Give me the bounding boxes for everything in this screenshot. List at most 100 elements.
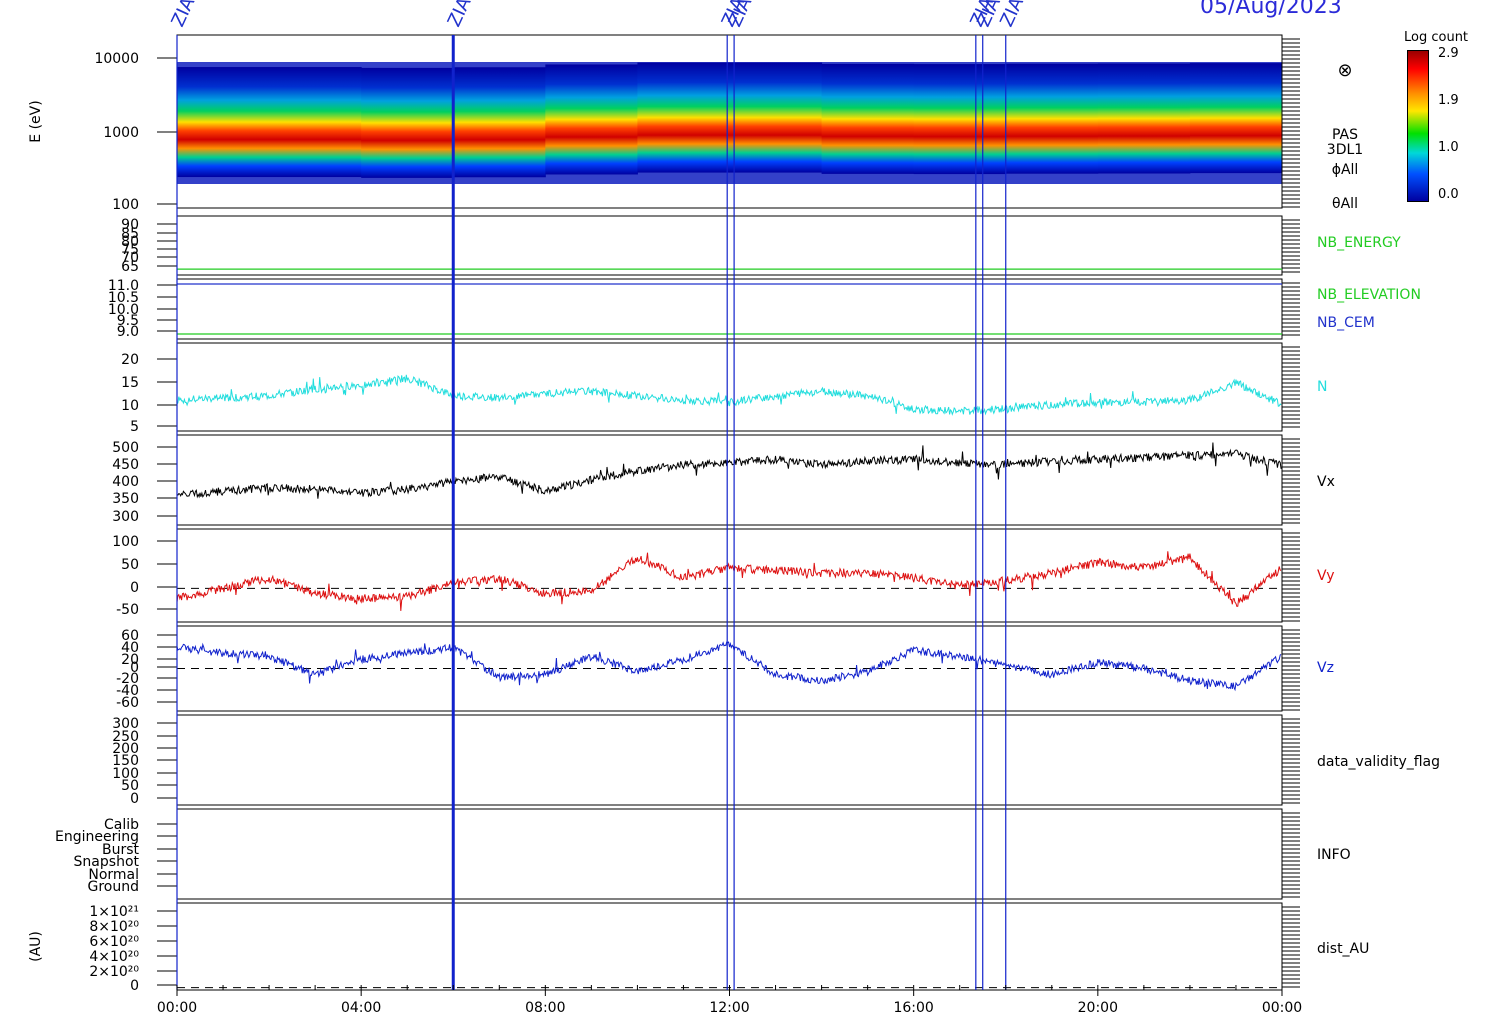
y-tick-label: 80 (121, 234, 139, 250)
series-line (176, 641, 1282, 692)
spectrogram-band (1005, 63, 1099, 174)
y-tick-label: 10.5 (108, 290, 139, 306)
panel-frame (176, 808, 1283, 900)
spectrogram-band (821, 63, 915, 174)
panel-right-label: 3DL1 (1327, 142, 1363, 158)
y-tick-label: 1000 (103, 125, 139, 141)
y-tick-label: 50 (121, 557, 139, 573)
spectrogram-band (545, 64, 638, 175)
y-tick-label: 8×10²⁰ (89, 919, 139, 935)
panel-frame (176, 215, 1283, 276)
colorbar-tick: 1.9 (1438, 93, 1459, 108)
y-tick-label: 90 (121, 217, 139, 233)
y-tick-label: 50 (121, 778, 139, 794)
y-tick-label: 500 (112, 440, 139, 456)
y-tick-label: 150 (112, 753, 139, 769)
y-tick-label: Calib (104, 817, 139, 833)
x-tick-label: 12:00 (709, 1000, 749, 1016)
y-tick-label: 15 (121, 375, 139, 391)
colorbar-title: Log count (1404, 30, 1469, 45)
y-tick-label: Ground (88, 879, 140, 895)
panel-right-label: Vy (1317, 568, 1335, 584)
y-tick-label: -40 (116, 683, 139, 699)
y-tick-label: 20 (121, 652, 139, 668)
colorbar-tick: 2.9 (1438, 46, 1459, 61)
panel-right-label: N (1317, 379, 1327, 395)
y-tick-label: 10000 (94, 51, 139, 67)
y-tick-label: 5 (130, 419, 139, 435)
y-tick-label: 0 (130, 660, 139, 676)
y-tick-label: Burst (102, 842, 140, 858)
y-tick-label: 100 (112, 534, 139, 550)
y-tick-label: 0 (130, 978, 139, 994)
y-tick-label: 85 (121, 226, 139, 242)
y-tick-label: 9.5 (117, 313, 139, 329)
x-tick-label: 20:00 (1078, 1000, 1118, 1016)
panel-right-label: θAll (1332, 196, 1358, 212)
y-tick-label: 0 (130, 580, 139, 596)
y-tick-label: Engineering (55, 829, 139, 845)
plot-date: 05/Aug/2023 (1200, 0, 1342, 19)
y-tick-label: 0 (130, 791, 139, 807)
y-tick-label: 11.0 (108, 278, 139, 294)
y-tick-label: 9.0 (117, 324, 139, 340)
x-tick-label: 00:00 (157, 1000, 197, 1016)
y-tick-label: 1×10²¹ (89, 904, 139, 920)
spectrogram-band (913, 64, 1007, 175)
x-tick-label: 08:00 (525, 1000, 565, 1016)
panel-frame (176, 714, 1283, 806)
y-tick-label: -50 (116, 602, 139, 618)
y-tick-label: 6×10²⁰ (89, 934, 139, 950)
y-tick-label: 10.0 (108, 302, 139, 318)
y-tick-label: 70 (121, 250, 139, 266)
panel-right-label: dist_AU (1317, 941, 1369, 957)
series-line (176, 374, 1282, 416)
panel-frame (176, 434, 1283, 526)
spectrogram-band (1189, 63, 1283, 174)
series-line (176, 551, 1282, 611)
y-tick-label: 2×10²⁰ (89, 964, 139, 980)
panel-frame (176, 278, 1283, 340)
y-axis-title: E (eV) (28, 100, 44, 142)
panel-frame (176, 528, 1283, 623)
spectrogram-band (453, 67, 546, 178)
y-tick-label: 20 (121, 352, 139, 368)
panel-right-label: INFO (1317, 847, 1351, 863)
spectrogram-band (1097, 63, 1191, 174)
y-tick-label: 350 (112, 491, 139, 507)
y-tick-label: 40 (121, 640, 139, 656)
colorbar (1407, 50, 1429, 202)
panel-right-label: data_validity_flag (1317, 754, 1440, 770)
y-tick-label: 75 (121, 242, 139, 258)
y-tick-label: 60 (121, 628, 139, 644)
panel-right-label: ϕAll (1332, 162, 1359, 178)
y-tick-label: -20 (116, 671, 139, 687)
y-tick-label: 65 (121, 259, 139, 275)
y-tick-label: Snapshot (74, 854, 140, 870)
marker-label: ZIAS (167, 0, 204, 30)
y-tick-label: 300 (112, 716, 139, 732)
panel-right-label: NB_CEM (1317, 315, 1375, 331)
y-tick-label: Normal (88, 867, 139, 883)
colorbar-tick: 0.0 (1438, 187, 1459, 202)
y-tick-label: 300 (112, 509, 139, 525)
x-tick-label: 04:00 (341, 1000, 381, 1016)
x-tick-label: 00:00 (1262, 1000, 1302, 1016)
y-tick-label: 100 (112, 197, 139, 213)
spectrogram-band (729, 62, 823, 173)
panel-right-label: NB_ENERGY (1317, 235, 1401, 251)
panel-right-label: Vx (1317, 474, 1335, 490)
spectrogram-band (361, 67, 454, 178)
y-tick-label: 450 (112, 457, 139, 473)
colorbar-tick: 1.0 (1438, 140, 1459, 155)
y-tick-label: 250 (112, 729, 139, 745)
y-axis-title: (AU) (28, 931, 44, 962)
y-tick-label: 4×10²⁰ (89, 949, 139, 965)
y-tick-label: -60 (116, 695, 139, 711)
marker-label: ZIAS (444, 0, 481, 30)
y-tick-label: 400 (112, 474, 139, 490)
spectrogram-band (637, 62, 730, 173)
series-line (176, 442, 1282, 499)
x-tick-label: 16:00 (893, 1000, 933, 1016)
